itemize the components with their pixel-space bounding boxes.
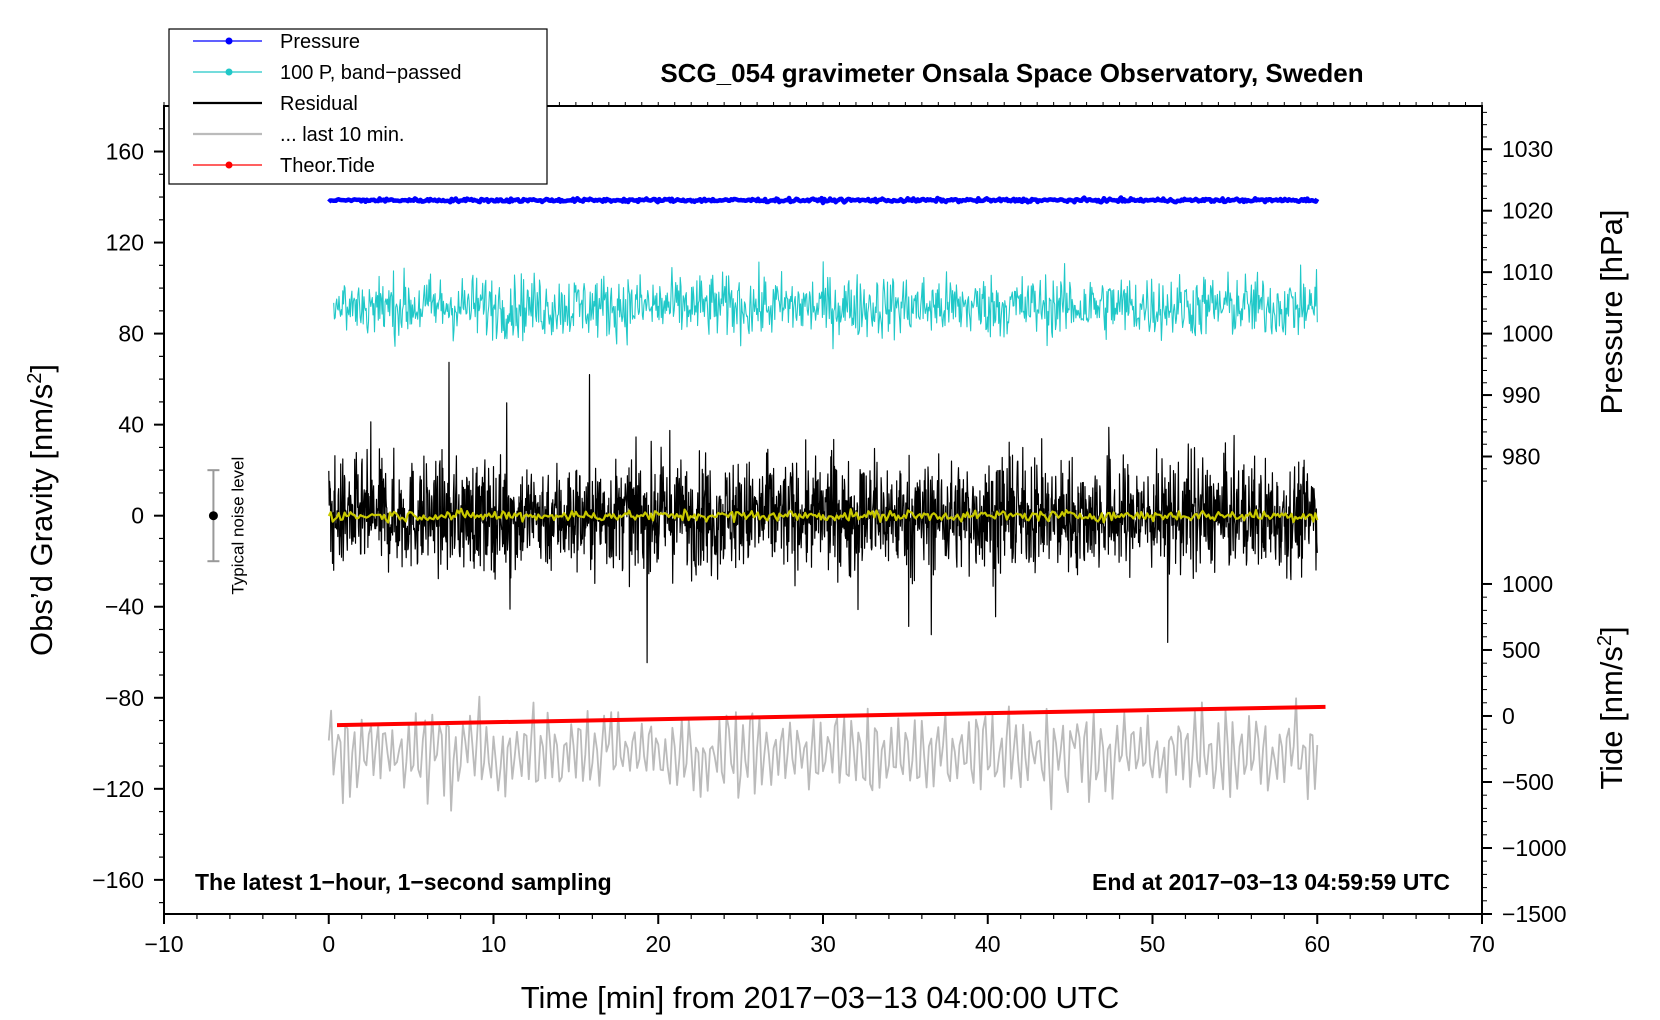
series-line-residual-smoothed [327, 507, 1319, 524]
y-axis-tide-label-main: Tide [nm/s [1594, 646, 1629, 790]
noise-level-indicator: Typical noise level [207, 457, 247, 595]
x-tick-label: 30 [810, 931, 836, 957]
series-line-theor-tide [336, 704, 1326, 728]
y-tick-label: 0 [131, 503, 144, 529]
x-tick-label: 20 [645, 931, 671, 957]
y-tick-label: −40 [105, 594, 144, 620]
x-tick-label: −10 [144, 931, 183, 957]
y-axis-pressure: 1030 1020 1010 1000 990 980 [1482, 111, 1553, 482]
legend-item-label: ... last 10 min. [280, 124, 405, 146]
x-tick-label: 10 [481, 931, 507, 957]
y-axis-tide: 1000 500 0 −500 −1000 −1500 [1482, 571, 1567, 927]
series-line--last-10-min [327, 695, 1319, 812]
legend: Pressure 100 P, band−passed Residual ... la… [168, 28, 548, 185]
x-tick-label: 60 [1304, 931, 1330, 957]
legend-item-label: Theor.Tide [280, 155, 375, 177]
x-tick-label: 0 [322, 931, 335, 957]
tide-tick-label: −1000 [1502, 835, 1567, 861]
y-axis-pressure-label: Pressure [hPa] [1594, 209, 1629, 414]
legend-swatch-marker [225, 68, 233, 76]
x-tick-label: 70 [1469, 931, 1495, 957]
pressure-tick-label: 1010 [1502, 259, 1553, 285]
y-axis-gravity-label-main: Obs’d Gravity [nm/s [24, 384, 59, 656]
legend-item-label: Residual [280, 93, 358, 115]
y-axis-tide-label-sup: 2 [1594, 635, 1616, 646]
y-tick-label: 40 [118, 412, 144, 438]
series-line-100-p-band-passed [333, 261, 1318, 350]
legend-item-label: 100 P, band−passed [280, 62, 461, 84]
y-axis-gravity-label: Obs’d Gravity [nm/s2] [24, 364, 59, 656]
series-line-residual [328, 361, 1318, 664]
tide-tick-label: 0 [1502, 703, 1515, 729]
legend-box [168, 28, 548, 185]
tide-tick-label: −500 [1502, 769, 1554, 795]
pressure-tick-label: 980 [1502, 444, 1540, 470]
y-tick-label: −160 [92, 867, 144, 893]
annotation-end-time: End at 2017−03−13 04:59:59 UTC [1092, 869, 1450, 895]
y-axis-tide-label-close: ] [1594, 626, 1629, 635]
tide-tick-label: 500 [1502, 637, 1540, 663]
x-tick-label: 40 [975, 931, 1001, 957]
y-tick-label: −120 [92, 776, 144, 802]
legend-item-label: Pressure [280, 31, 360, 53]
x-axis-label: Time [min] from 2017−03−13 04:00:00 UTC [521, 980, 1120, 1015]
y-axis-gravity: 160 120 80 40 0 −40 −80 −120 −160 [92, 128, 164, 904]
y-tick-label: 80 [118, 321, 144, 347]
y-tick-label: 160 [106, 139, 144, 165]
x-tick-label: 50 [1140, 931, 1166, 957]
chart-title: SCG_054 gravimeter Onsala Space Observat… [660, 58, 1363, 88]
y-tick-label: −80 [105, 685, 144, 711]
tide-tick-label: 1000 [1502, 571, 1553, 597]
legend-items: Pressure 100 P, band−passed Residual ... la… [193, 31, 461, 177]
y-axis-gravity-label-close: ] [24, 364, 59, 373]
noise-bar-dot [208, 511, 218, 521]
noise-bar-label: Typical noise level [228, 457, 247, 595]
x-axis: −10 0 10 20 30 40 50 60 70 [144, 102, 1495, 957]
y-axis-tide-label: Tide [nm/s2] [1594, 626, 1629, 789]
pressure-tick-label: 1000 [1502, 321, 1553, 347]
y-tick-label: 120 [106, 230, 144, 256]
y-axis-gravity-label-sup: 2 [24, 373, 46, 384]
pressure-tick-label: 990 [1502, 382, 1540, 408]
pressure-tick-label: 1020 [1502, 198, 1553, 224]
series-layer [327, 195, 1326, 812]
annotation-sampling: The latest 1−hour, 1−second sampling [195, 869, 612, 895]
legend-swatch-marker [225, 37, 233, 45]
legend-swatch-marker [225, 161, 233, 169]
pressure-tick-label: 1030 [1502, 136, 1553, 162]
series-line-pressure [327, 195, 1320, 206]
tide-tick-label: −1500 [1502, 901, 1567, 927]
